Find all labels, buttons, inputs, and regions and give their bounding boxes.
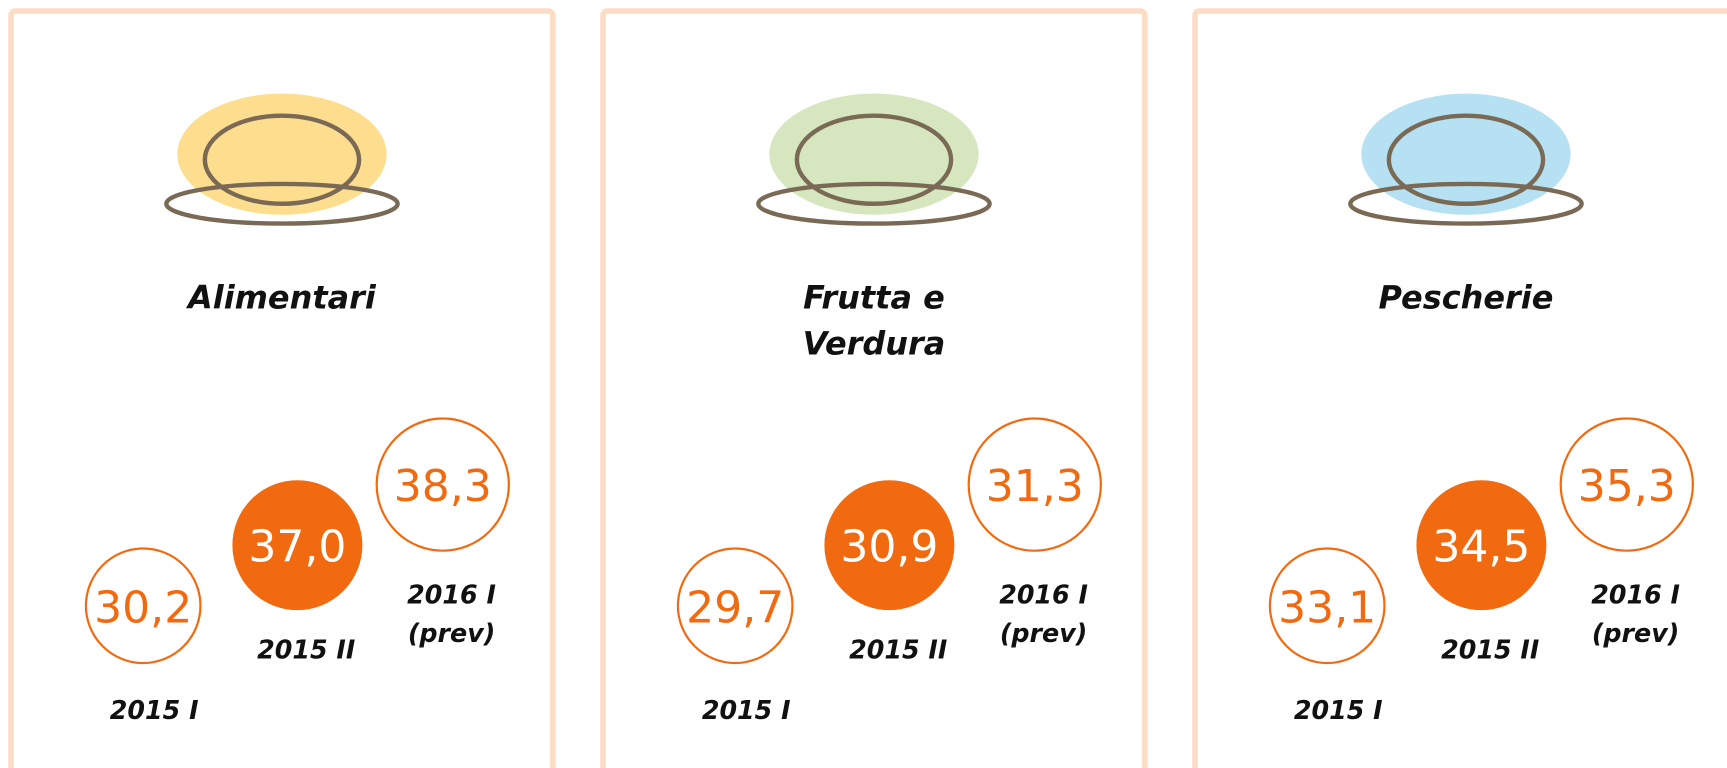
- infographic: Alimentari 30,2 2015 I 37,0 2015 II 38,3 2016 …: [0, 0, 1727, 768]
- icon-blob: [769, 94, 978, 215]
- period-label: 2015 II: [1441, 635, 1539, 665]
- value: 30,9: [840, 522, 938, 573]
- period-label: (prev): [408, 618, 495, 648]
- card-title: Pescherie: [1379, 278, 1554, 316]
- period-label: 2015 II: [849, 635, 947, 665]
- card: Pescherie 33,1 2015 I 34,5 2015 II 35,3 2016 I…: [1195, 11, 1727, 768]
- period-label: 2016 I: [999, 580, 1088, 610]
- period-label: 2015 I: [1294, 695, 1383, 725]
- period-label: (prev): [1592, 618, 1679, 648]
- period-label: 2015 I: [702, 695, 791, 725]
- card-title: Frutta e: [803, 278, 945, 316]
- period-label: (prev): [1000, 618, 1087, 648]
- card: Alimentari 30,2 2015 I 37,0 2015 II 38,3 2016 …: [11, 11, 553, 768]
- value: 38,3: [394, 461, 492, 512]
- card-title: Verdura: [803, 325, 946, 363]
- value: 30,2: [94, 582, 192, 633]
- card: Frutta e Verdura 29,7 2015 I 30,9 2015 II 31,3…: [603, 11, 1145, 768]
- icon-blob: [1361, 94, 1570, 215]
- value: 29,7: [686, 582, 784, 633]
- value: 35,3: [1578, 461, 1676, 512]
- period-label: 2015 II: [257, 635, 355, 665]
- value: 31,3: [986, 461, 1084, 512]
- value: 33,1: [1278, 582, 1376, 633]
- value: 34,5: [1432, 522, 1530, 573]
- period-label: 2016 I: [407, 580, 496, 610]
- card-title: Alimentari: [185, 278, 377, 316]
- value: 37,0: [248, 522, 346, 573]
- period-label: 2016 I: [1591, 580, 1680, 610]
- period-label: 2015 I: [110, 695, 199, 725]
- icon-blob: [177, 94, 386, 215]
